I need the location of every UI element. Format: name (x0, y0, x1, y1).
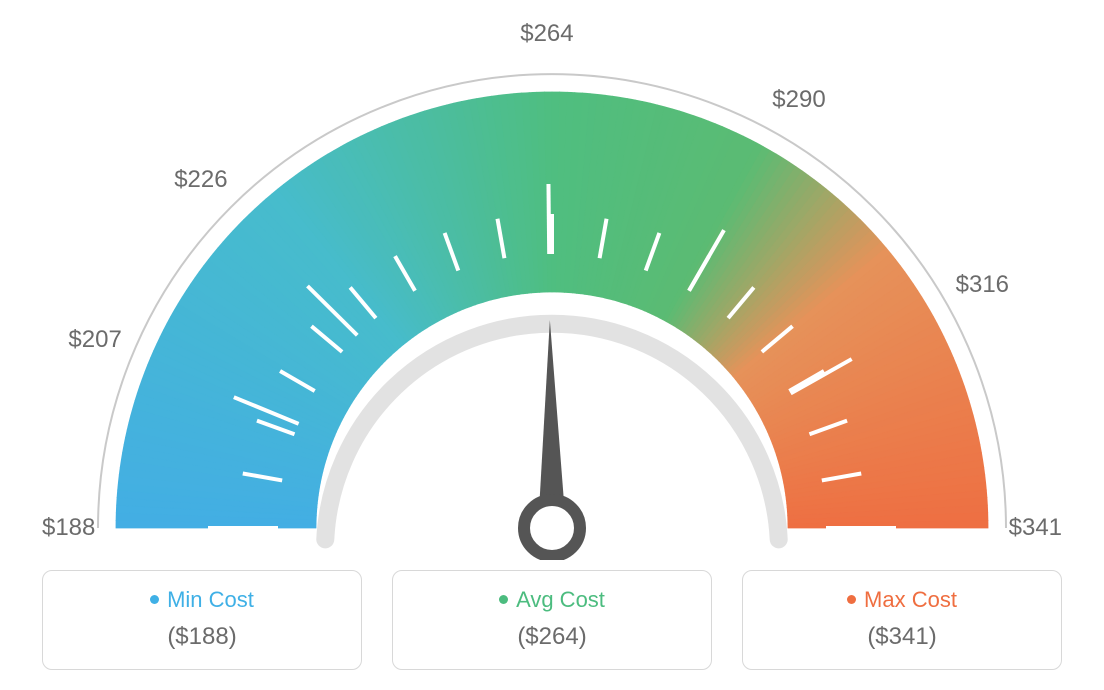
gauge-tick-label: $264 (520, 20, 573, 48)
min-cost-card: Min Cost ($188) (42, 570, 362, 670)
gauge-tick-label: $316 (956, 271, 1009, 299)
gauge-svg (0, 0, 1104, 560)
min-cost-label: Min Cost (167, 587, 254, 612)
legend-cards: Min Cost ($188) Avg Cost ($264) Max Cost… (0, 570, 1104, 670)
avg-cost-label: Avg Cost (516, 587, 605, 612)
min-cost-value: ($188) (53, 623, 351, 651)
max-cost-value: ($341) (753, 623, 1051, 651)
min-cost-title: Min Cost (53, 587, 351, 613)
gauge-tick-label: $341 (1009, 514, 1062, 542)
gauge-needle-hub (524, 500, 580, 556)
max-cost-title: Max Cost (753, 587, 1051, 613)
avg-dot-icon (499, 595, 508, 604)
gauge-tick-label: $188 (42, 514, 95, 542)
max-cost-card: Max Cost ($341) (742, 570, 1062, 670)
avg-cost-title: Avg Cost (403, 587, 701, 613)
avg-cost-value: ($264) (403, 623, 701, 651)
gauge-tick-label: $226 (174, 166, 227, 194)
gauge-tick-label: $290 (772, 86, 825, 114)
avg-cost-card: Avg Cost ($264) (392, 570, 712, 670)
max-cost-label: Max Cost (864, 587, 957, 612)
gauge-chart: $188 $207 $226 $264 $290 $316 $341 (0, 0, 1104, 560)
min-dot-icon (150, 595, 159, 604)
gauge-tick-label: $207 (68, 326, 121, 354)
max-dot-icon (847, 595, 856, 604)
